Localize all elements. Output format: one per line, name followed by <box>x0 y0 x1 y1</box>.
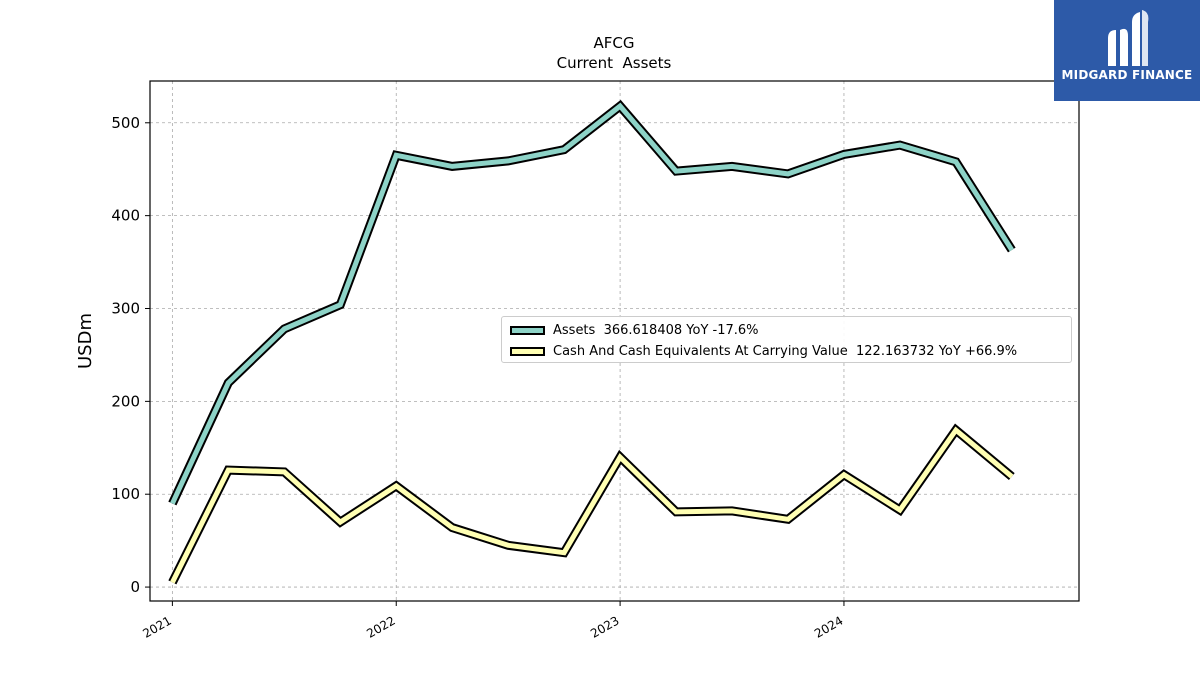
brand-name: MIDGARD FINANCE <box>1061 68 1193 82</box>
y-tick-label: 100 <box>111 485 140 503</box>
series-lines <box>168 99 1016 585</box>
x-tick-label: 2023 <box>588 613 621 640</box>
chart-subtitle: Current Assets <box>557 54 672 72</box>
legend-swatch-assets <box>510 325 545 335</box>
y-tick-label: 0 <box>130 578 140 596</box>
series-line-0 <box>170 102 1014 505</box>
series-line-1 <box>170 426 1014 584</box>
legend-label-assets: Assets 366.618408 YoY -17.6% <box>553 322 759 338</box>
x-axis-ticks: 2021 2022 2023 2024 <box>140 601 845 641</box>
y-tick-label: 500 <box>111 114 140 132</box>
y-tick-label: 400 <box>111 207 140 225</box>
x-tick-label: 2021 <box>140 613 173 640</box>
legend-item-assets: Assets 366.618408 YoY -17.6% <box>510 322 759 338</box>
x-tick-label: 2022 <box>364 613 397 640</box>
x-tick-label: 2024 <box>812 613 845 640</box>
legend-item-cash: Cash And Cash Equivalents At Carrying Va… <box>510 343 1018 359</box>
plot-frame <box>149 80 1080 602</box>
y-axis-ticks: 0 100 200 300 400 500 <box>111 114 150 596</box>
chart-legend: Assets 366.618408 YoY -17.6% Cash And Ca… <box>501 316 1072 363</box>
brand-logo: MIDGARD FINANCE <box>1054 0 1200 101</box>
legend-swatch-cash <box>510 346 545 356</box>
chart-title: AFCG <box>594 34 635 52</box>
y-tick-label: 300 <box>111 300 140 318</box>
y-axis-label: USDm <box>75 313 96 369</box>
series-outline-0 <box>168 99 1016 506</box>
legend-label-cash: Cash And Cash Equivalents At Carrying Va… <box>553 343 1018 359</box>
logo-mark-icon <box>1108 10 1149 66</box>
y-tick-label: 200 <box>111 392 140 410</box>
